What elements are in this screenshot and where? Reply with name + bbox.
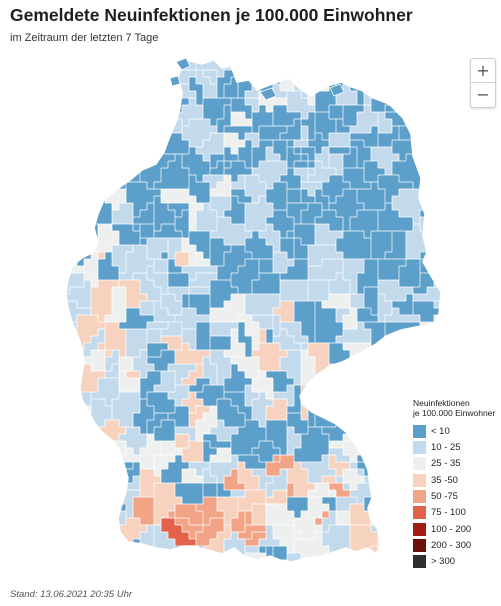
- map-subtitle: im Zeitraum der letzten 7 Tage: [10, 32, 159, 44]
- legend-label: 35 -50: [431, 474, 458, 486]
- legend-swatch: [413, 522, 426, 536]
- legend-label: 200 - 300: [431, 539, 472, 551]
- zoom-out-button[interactable]: −: [471, 82, 495, 106]
- legend-item-gt300: > 300: [413, 554, 495, 569]
- legend-item-100-200: 100 - 200: [413, 522, 495, 537]
- legend-item-lt10: < 10: [413, 424, 495, 439]
- legend-swatch: [413, 538, 426, 552]
- legend: Neuinfektionen je 100.000 Einwohner < 10…: [413, 398, 495, 571]
- north-sea-islands: [169, 57, 345, 101]
- timestamp-footer: Stand: 13.06.2021 20:35 Uhr: [10, 589, 133, 600]
- legend-swatch: [413, 506, 426, 520]
- legend-label: < 10: [431, 425, 450, 437]
- legend-item-75-100: 75 - 100: [413, 505, 495, 520]
- legend-label: 100 - 200: [431, 523, 472, 535]
- legend-item-35-50: 35 -50: [413, 473, 495, 488]
- legend-swatch: [413, 473, 426, 487]
- legend-swatch: [413, 555, 426, 569]
- zoom-in-button[interactable]: +: [476, 61, 490, 80]
- legend-swatch: [413, 424, 426, 438]
- legend-item-200-300: 200 - 300: [413, 538, 495, 553]
- zoom-control: + −: [470, 58, 496, 108]
- legend-swatch: [413, 441, 426, 455]
- legend-label: 50 -75: [431, 490, 458, 502]
- legend-item-10-25: 10 - 25: [413, 440, 495, 455]
- map-title: Gemeldete Neuinfektionen je 100.000 Einw…: [10, 5, 413, 25]
- legend-label: > 300: [431, 556, 456, 568]
- legend-item-25-35: 25 - 35: [413, 457, 495, 472]
- legend-label: 25 - 35: [431, 458, 461, 470]
- germany-outline: [65, 59, 442, 563]
- legend-title-line1: Neuinfektionen: [413, 398, 470, 408]
- legend-label: 75 - 100: [431, 507, 466, 519]
- legend-swatch: [413, 457, 426, 471]
- legend-title: Neuinfektionen je 100.000 Einwohner: [413, 398, 495, 418]
- legend-label: 10 - 25: [431, 442, 461, 454]
- legend-title-line2: je 100.000 Einwohner: [413, 408, 496, 418]
- legend-swatch: [413, 489, 426, 503]
- legend-item-50-75: 50 -75: [413, 489, 495, 504]
